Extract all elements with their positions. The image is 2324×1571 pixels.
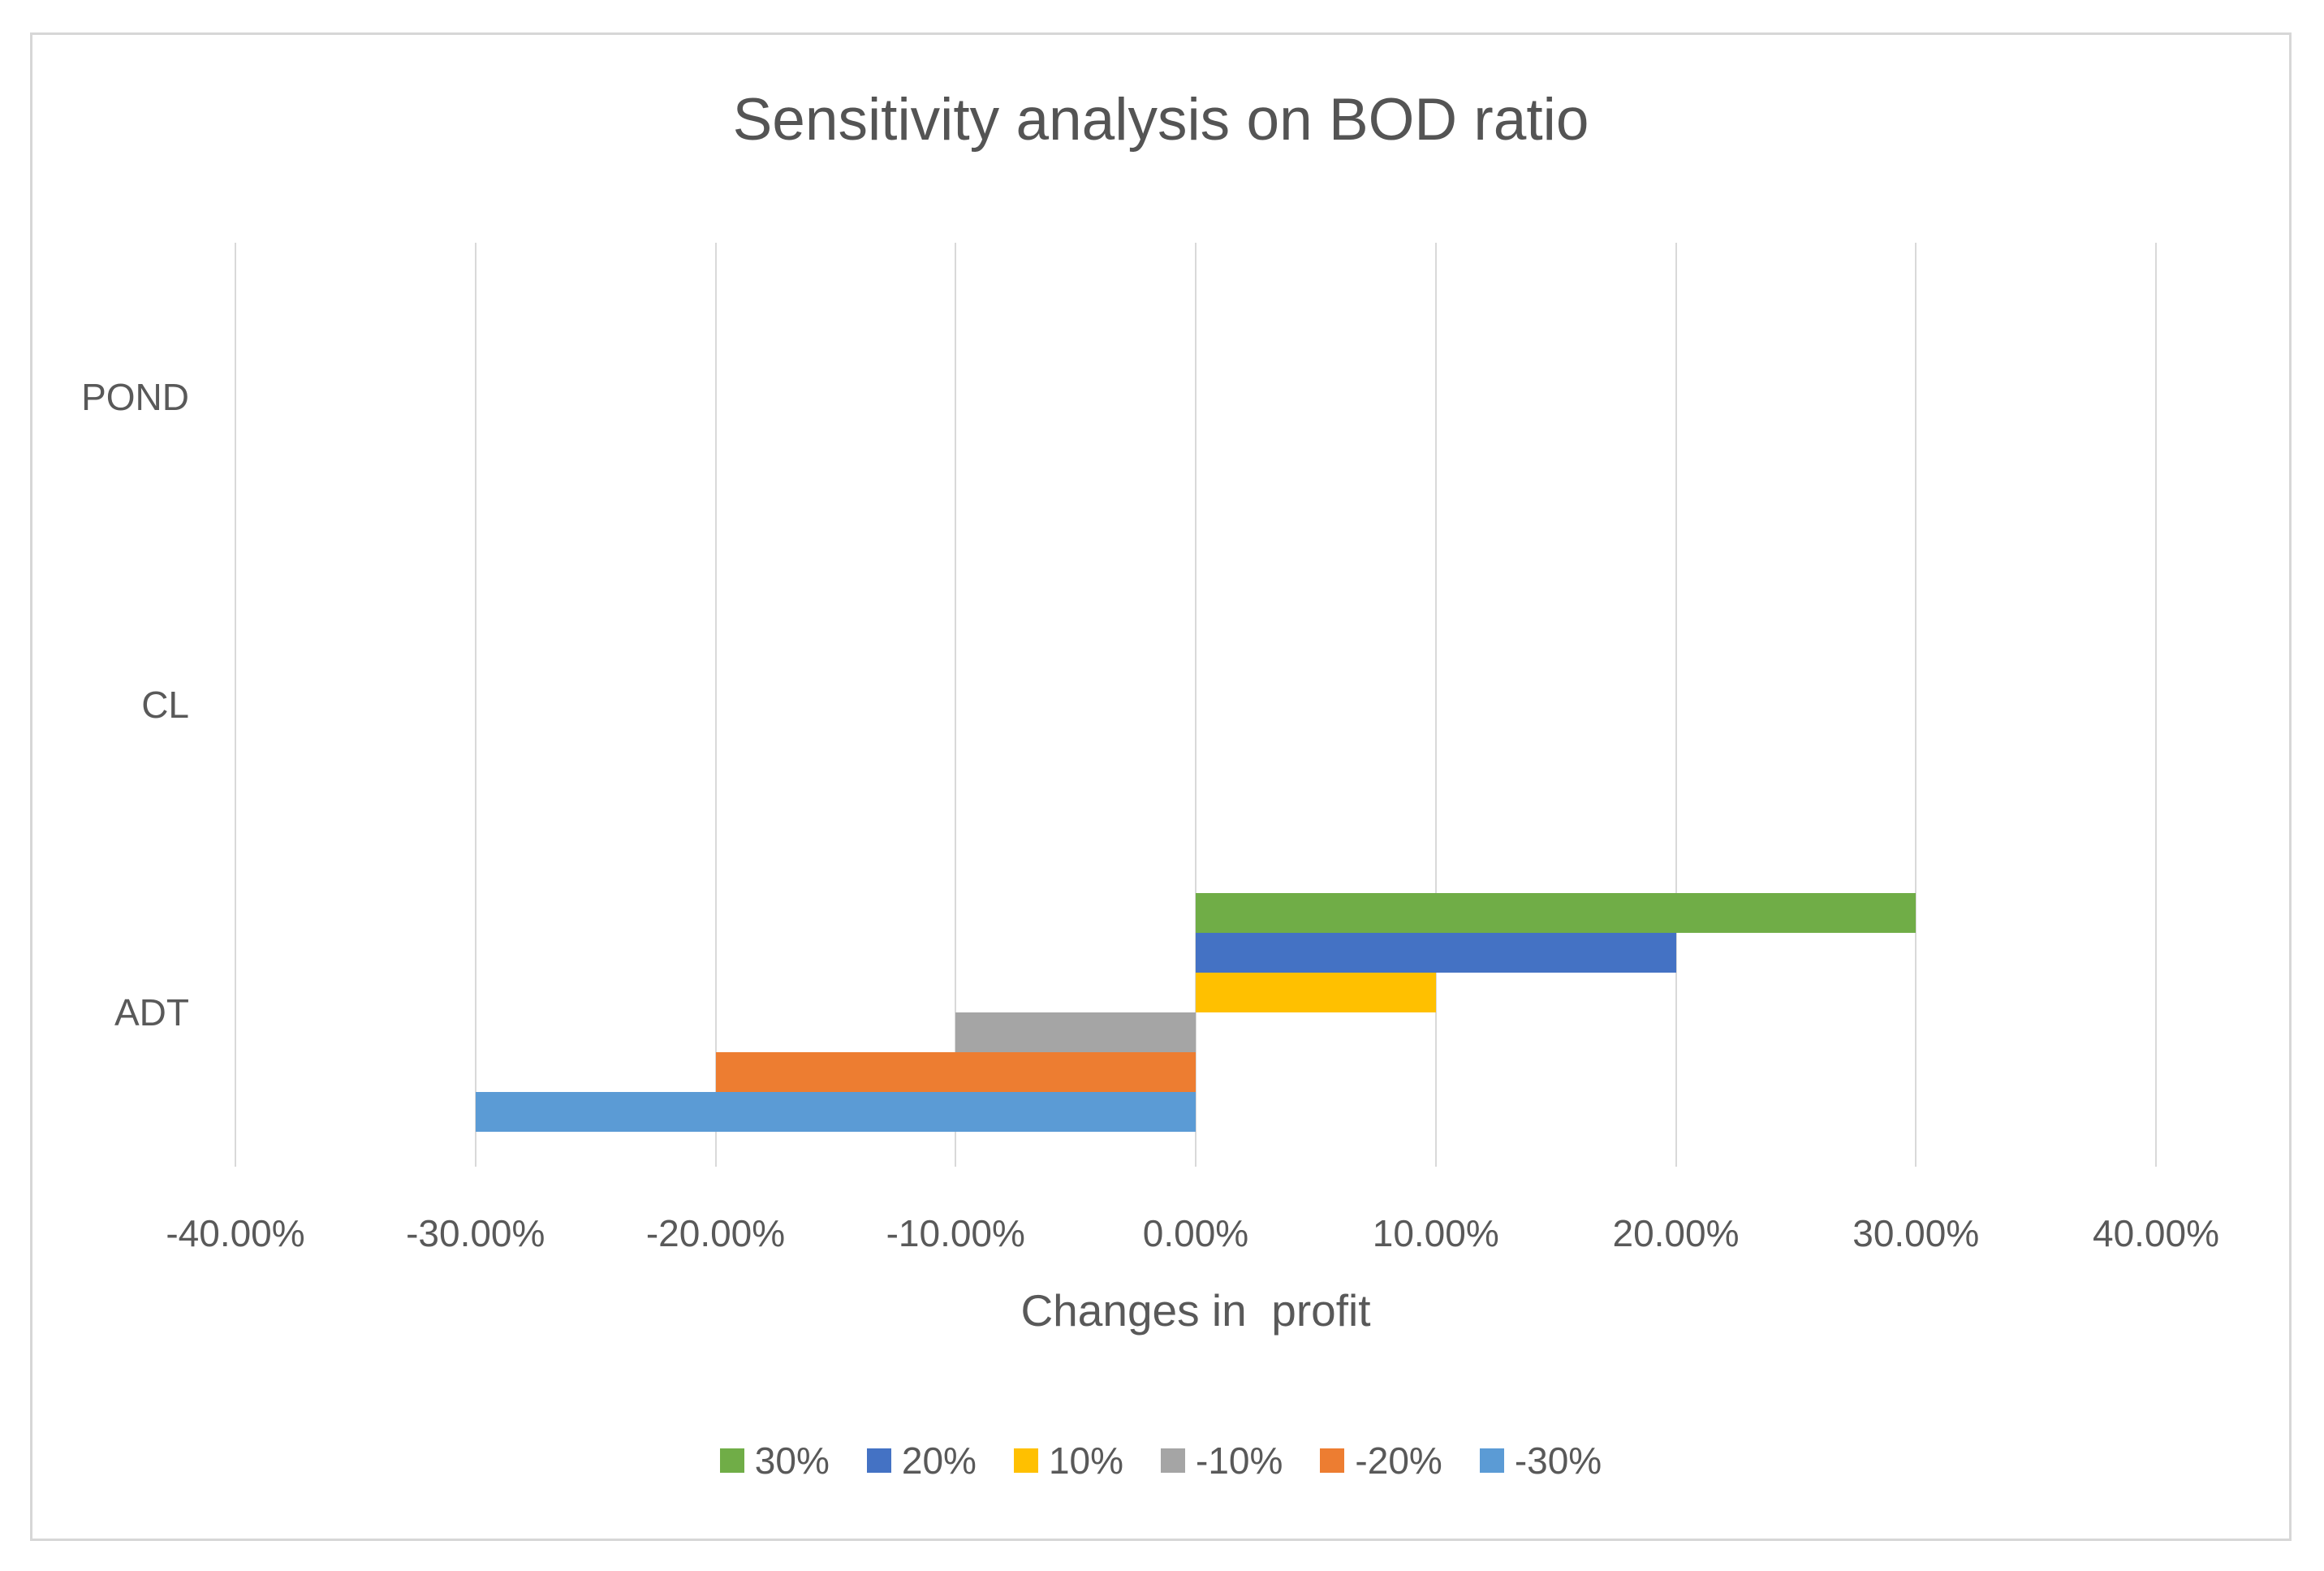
legend-label: -10% (1196, 1439, 1283, 1482)
bar-adt--20% (715, 1052, 1196, 1093)
bar-adt-30% (1196, 893, 1917, 934)
gridline (1195, 243, 1196, 1167)
x-tick-label: -20.00% (645, 1212, 786, 1254)
legend-label: -20% (1355, 1439, 1442, 1482)
legend-label: 30% (754, 1439, 830, 1482)
y-category-label-pond: POND (81, 375, 189, 418)
bar-adt--30% (475, 1092, 1196, 1133)
chart-frame (30, 32, 2292, 1541)
legend: 30% 20% 10% -10% -20% -30% (30, 1439, 2292, 1483)
legend-swatch--20% (1320, 1448, 1345, 1473)
x-tick-label: 30.00% (1852, 1212, 1980, 1254)
legend-swatch--10% (1161, 1448, 1186, 1473)
x-tick-label: 40.00% (2092, 1212, 2219, 1254)
legend-swatch-30% (719, 1448, 744, 1473)
x-tick-label: -30.00% (406, 1212, 545, 1254)
gridline (714, 243, 717, 1167)
gridline (2155, 243, 2157, 1167)
plot-area (235, 243, 2157, 1167)
legend-swatch--30% (1479, 1448, 1504, 1473)
legend-label: 10% (1048, 1439, 1124, 1482)
legend-item-20%: 20% (866, 1439, 977, 1483)
x-tick-label: -10.00% (886, 1212, 1025, 1254)
legend-swatch-20% (866, 1448, 891, 1473)
bar-adt-20% (1196, 933, 1676, 973)
x-tick-label: 20.00% (1612, 1212, 1740, 1254)
gridline (1675, 243, 1677, 1167)
gridline (1915, 243, 1917, 1167)
y-category-label-cl: CL (141, 684, 189, 726)
gridline (1434, 243, 1437, 1167)
legend-label: 20% (901, 1439, 977, 1482)
x-tick-label: 10.00% (1372, 1212, 1499, 1254)
legend-item--10%: -10% (1161, 1439, 1283, 1483)
x-axis-title: Changes in profit (1020, 1285, 1371, 1336)
bar-adt--10% (955, 1012, 1196, 1053)
y-category-label-adt: ADT (114, 991, 189, 1034)
legend-item--30%: -30% (1479, 1439, 1602, 1483)
chart-title: Sensitivity analysis on BOD ratio (732, 87, 1589, 153)
legend-label: -30% (1514, 1439, 1602, 1482)
gridline (235, 243, 236, 1167)
x-tick-label: -40.00% (166, 1212, 305, 1254)
bar-adt-10% (1196, 973, 1436, 1013)
gridline (474, 243, 476, 1167)
legend-item--20%: -20% (1320, 1439, 1442, 1483)
legend-item-10%: 10% (1013, 1439, 1124, 1483)
x-tick-label: 0.00% (1142, 1212, 1249, 1254)
legend-swatch-10% (1013, 1448, 1038, 1473)
gridline (955, 243, 957, 1167)
legend-item-30%: 30% (719, 1439, 830, 1483)
